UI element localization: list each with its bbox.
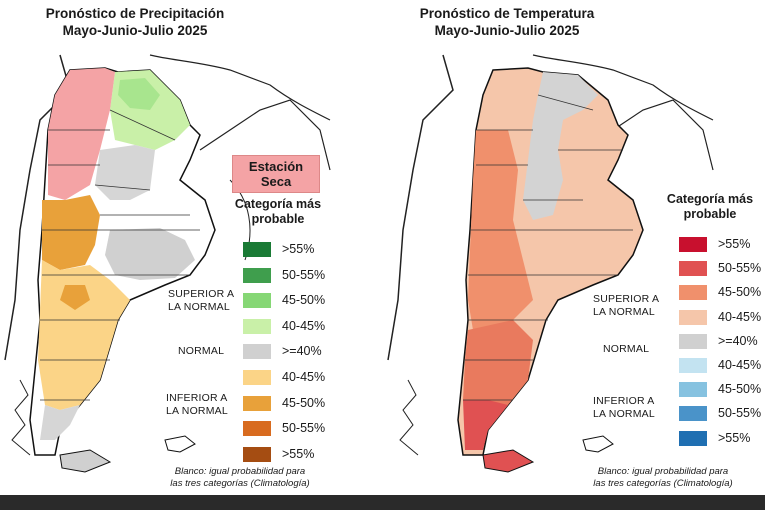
temperature-legend-label: 45-50% — [718, 382, 762, 397]
neighbor-border-north — [532, 54, 714, 121]
precipitation-legend-swatch — [243, 318, 271, 334]
region-above-normal-core — [118, 78, 160, 110]
precipitation-group-below: INFERIOR A LA NORMAL — [166, 392, 228, 418]
dry-season-line1: Estación — [248, 159, 304, 174]
temperature-legend-swatch — [679, 358, 707, 373]
chile-border-line — [387, 54, 454, 361]
precipitation-footnote: Blanco: igual probabilidad para las tres… — [140, 466, 340, 490]
temperature-footnote: Blanco: igual probabilidad para las tres… — [563, 466, 763, 490]
malvinas-islands — [164, 435, 196, 453]
temperature-legend-label: 40-45% — [718, 358, 762, 372]
province-borders — [463, 94, 633, 401]
precipitation-legend-label: 50-55% — [282, 267, 326, 282]
neighbor-border-east — [199, 99, 331, 171]
precipitation-legend-swatch — [243, 242, 271, 257]
region-dry-season — [48, 68, 115, 200]
temperature-legend-label: >55% — [718, 430, 751, 445]
precipitation-legend-label: 45-50% — [282, 293, 326, 308]
temperature-legend-swatch — [679, 406, 707, 422]
temperature-legend-label: 50-55% — [718, 261, 762, 276]
chile-coast-islands — [11, 379, 31, 456]
region-normal-south — [40, 405, 80, 440]
temperature-group-above-line2: LA NORMAL — [593, 306, 655, 318]
precipitation-legend-label: 40-45% — [282, 370, 326, 384]
precipitation-title-line2: Mayo-Junio-Julio 2025 — [62, 23, 208, 38]
precipitation-legend-title: Categoría más probable — [218, 197, 338, 227]
neighbor-border-north — [149, 54, 331, 121]
temperature-legend-title: Categoría más probable — [650, 192, 765, 222]
temperature-legend-label: 50-55% — [718, 406, 762, 421]
temperature-group-above-line1: SUPERIOR A — [593, 293, 660, 305]
precipitation-legend-label: >=40% — [282, 344, 322, 359]
precipitation-legend-title-line2: probable — [251, 212, 305, 226]
temperature-legend-swatch — [679, 285, 707, 301]
temperature-group-below-line2: LA NORMAL — [593, 408, 655, 420]
precipitation-legend-label: >55% — [282, 242, 315, 256]
province-borders — [40, 109, 200, 401]
temperature-legend-swatch — [679, 309, 707, 325]
temperature-title-line2: Mayo-Junio-Julio 2025 — [434, 23, 580, 38]
precipitation-group-above: SUPERIOR A LA NORMAL — [168, 288, 234, 314]
region-normal-center — [523, 72, 598, 220]
temperature-legend-swatch — [679, 333, 707, 349]
temperature-group-above: SUPERIOR A LA NORMAL — [593, 293, 659, 319]
precipitation-legend-swatch — [243, 370, 271, 385]
temperature-legend-swatch — [679, 261, 707, 277]
temperature-title: Pronóstico de Temperatura Mayo-Junio-Jul… — [377, 5, 637, 39]
temperature-group-below: INFERIOR A LA NORMAL — [593, 395, 655, 421]
precipitation-legend-label: 45-50% — [282, 395, 326, 410]
precipitation-legend-swatch — [243, 421, 271, 437]
precipitation-legend-swatch — [243, 395, 271, 411]
dry-season-line2: Seca — [260, 174, 292, 189]
precipitation-group-above-line1: SUPERIOR A — [168, 288, 235, 300]
precipitation-group-normal: NORMAL — [178, 345, 225, 357]
precipitation-title-line1: Pronóstico de Precipitación — [45, 6, 225, 21]
precipitation-legend-label: 50-55% — [282, 421, 326, 436]
precipitation-footnote-line1: Blanco: igual probabilidad para — [174, 466, 306, 477]
tierra-del-fuego — [59, 449, 112, 473]
temperature-map — [387, 54, 714, 473]
precipitation-legend-swatch — [243, 293, 271, 309]
temperature-legend-label: >55% — [718, 237, 751, 251]
region-below-normal-patch — [60, 285, 90, 310]
temperature-legend-swatch — [679, 430, 707, 446]
region-normal-center — [95, 145, 155, 200]
chile-coast-islands — [399, 379, 419, 456]
temperature-legend-title-line2: probable — [683, 207, 737, 221]
region-below-normal-cuyo — [42, 195, 100, 270]
precipitation-legend-label: >55% — [282, 446, 315, 461]
precipitation-legend-title-line1: Categoría más — [234, 197, 322, 211]
precipitation-group-below-line1: INFERIOR A — [166, 392, 228, 404]
precipitation-panel: Pronóstico de Precipitación Mayo-Junio-J… — [0, 0, 382, 510]
precipitation-legend-label: 40-45% — [282, 318, 326, 333]
tierra-del-fuego — [482, 449, 535, 473]
temperature-group-normal: NORMAL — [603, 343, 650, 355]
precipitation-map — [4, 54, 331, 473]
region-normal-east — [105, 228, 195, 280]
temperature-legend-title-line1: Categoría más — [666, 192, 754, 206]
temperature-group-below-line1: INFERIOR A — [593, 395, 655, 407]
temperature-title-line1: Pronóstico de Temperatura — [419, 6, 595, 21]
dry-season-badge: Estación Seca — [232, 155, 320, 193]
precipitation-legend-swatch — [243, 267, 271, 283]
malvinas-islands — [582, 435, 614, 453]
region-hot-south — [463, 400, 508, 450]
precipitation-legend-swatch — [243, 344, 271, 360]
precipitation-legend-swatch — [243, 446, 271, 462]
bottom-strip — [0, 495, 765, 510]
temperature-legend-label: 45-50% — [718, 285, 762, 300]
precipitation-footnote-line2: las tres categorías (Climatología) — [170, 478, 310, 489]
precipitation-group-above-line2: LA NORMAL — [168, 301, 230, 313]
temperature-legend-label: 40-45% — [718, 309, 762, 324]
temperature-panel: Pronóstico de Temperatura Mayo-Junio-Jul… — [383, 0, 765, 510]
temperature-legend-swatch — [679, 237, 707, 252]
temperature-footnote-line1: Blanco: igual probabilidad para — [597, 466, 729, 477]
temperature-legend-label: >=40% — [718, 333, 758, 348]
temperature-legend-swatch — [679, 382, 707, 398]
temperature-footnote-line2: las tres categorías (Climatología) — [593, 478, 733, 489]
precipitation-group-below-line2: LA NORMAL — [166, 405, 228, 417]
precipitation-title: Pronóstico de Precipitación Mayo-Junio-J… — [5, 5, 265, 39]
